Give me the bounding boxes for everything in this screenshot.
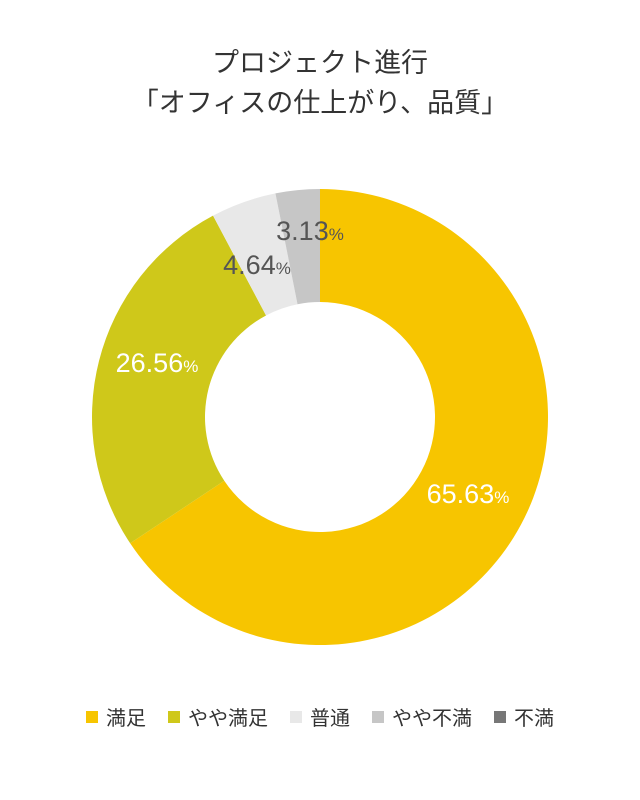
legend-item-4: やや不満 <box>372 702 472 731</box>
donut-slice-1 <box>130 189 548 645</box>
donut-slice-2 <box>92 215 267 544</box>
donut-slice-3 <box>213 193 298 316</box>
legend-label: 不満 <box>514 706 554 730</box>
legend-item-2: やや満足 <box>168 702 268 731</box>
legend-label: やや不満 <box>392 706 472 730</box>
data-label-4: 3.13% <box>276 216 344 246</box>
legend-item-3: 普通 <box>290 702 350 731</box>
legend-item-5: 不満 <box>494 702 554 731</box>
legend-item-1: 満足 <box>86 702 146 731</box>
legend-swatch <box>372 710 384 723</box>
chart-legend: 満足 やや満足 普通 やや不満 不満 <box>0 702 640 731</box>
chart-title-line1: プロジェクト進行 <box>212 48 428 79</box>
legend-swatch <box>168 710 180 723</box>
chart-title: プロジェクト進行 「オフィスの仕上がり、品質」 <box>0 44 640 124</box>
chart-title-line2: 「オフィスの仕上がり、品質」 <box>131 88 509 119</box>
data-label-2: 26.56% <box>116 348 199 378</box>
donut-chart: 65.63% 26.56% 4.64% 3.13% <box>92 189 548 645</box>
legend-label: やや満足 <box>188 706 268 730</box>
legend-swatch <box>290 710 302 723</box>
legend-swatch <box>86 710 98 723</box>
legend-label: 満足 <box>106 706 146 730</box>
data-label-3: 4.64% <box>223 250 291 280</box>
donut-slice-4 <box>275 189 320 305</box>
legend-label: 普通 <box>310 706 350 730</box>
legend-swatch <box>494 710 506 723</box>
data-label-1: 65.63% <box>427 479 510 509</box>
